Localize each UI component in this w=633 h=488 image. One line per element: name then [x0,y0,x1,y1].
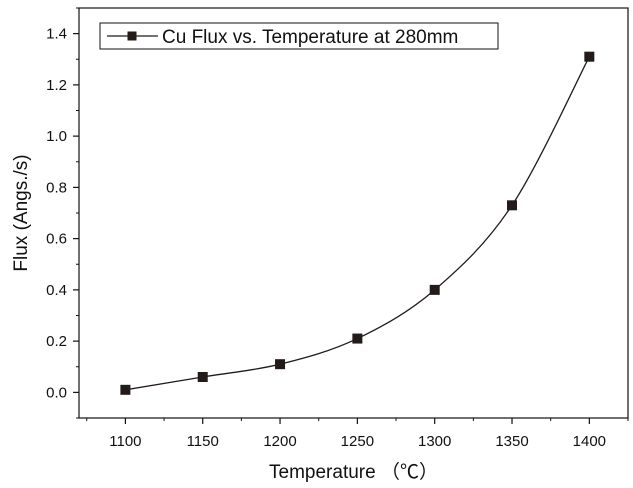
data-point-marker [197,372,208,382]
legend-marker [127,31,137,41]
plot-frame [78,7,629,419]
y-axis-title: Flux (Angs./s) [11,154,32,271]
y-tick-label: 1.2 [46,77,67,94]
data-point-marker [120,384,131,395]
y-tick-label: 1.4 [46,26,67,43]
x-tick-label: 1250 [341,433,374,450]
legend-box [99,22,499,50]
y-tick-label: 0.2 [46,333,67,350]
data-point-marker [507,200,518,211]
x-tick-label: 1350 [495,433,528,450]
y-tick-label: 0.4 [46,282,67,299]
x-axis-ticks: 1100 1150 1200 1250 1300 1350 1400 [86,418,629,450]
data-point-marker [429,284,440,295]
x-tick-label: 1200 [263,433,296,450]
data-point-marker [275,359,286,370]
x-tick-label: 1400 [573,433,606,450]
legend-label: Cu Flux vs. Temperature at 280mm [162,27,458,48]
data-point-marker [352,333,363,344]
x-tick-label: 1300 [418,433,451,450]
series-layer [120,51,595,395]
x-tick-label: 1150 [187,433,219,450]
y-tick-label: 1.0 [46,128,67,145]
data-point-marker [584,51,595,62]
legend: Cu Flux vs. Temperature at 280mm [99,22,499,50]
y-axis-ticks: 0.0 0.2 0.4 0.6 0.8 1.0 1.2 1.4 [46,7,79,419]
x-axis-title: Temperature （℃） [269,461,438,483]
x-tick-label: 1100 [109,433,141,450]
y-tick-label: 0.0 [46,384,67,401]
y-tick-label: 0.6 [46,231,67,248]
y-tick-label: 0.8 [46,179,67,196]
